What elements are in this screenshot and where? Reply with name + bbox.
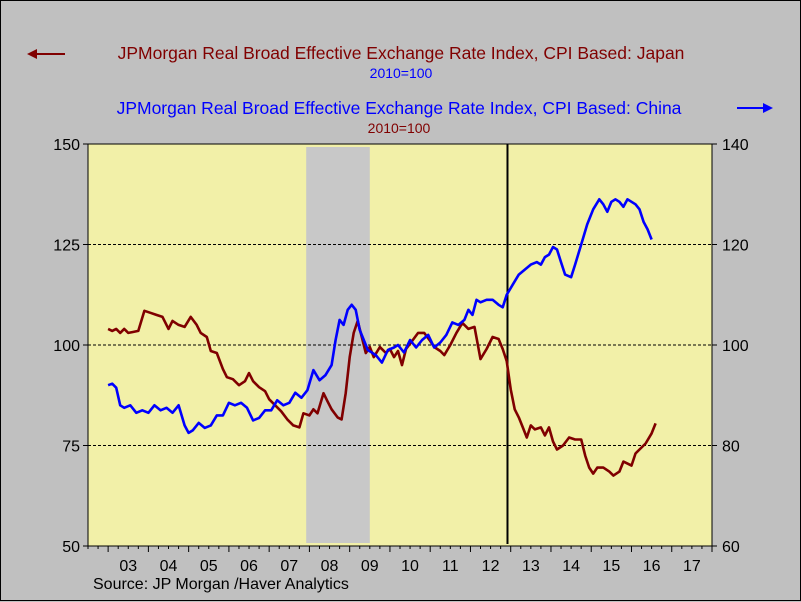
left-axis-tick-label: 150 [53,137,80,154]
x-axis-tick-label: 14 [562,558,580,575]
right-axis-tick-label: 120 [722,238,749,255]
axes: 50 75 100 125 150 60 80 100 120 140 03 04 05 06 07 08 09… [53,137,749,575]
x-axis-tick-label: 06 [240,558,258,575]
left-axis-tick-label: 50 [62,539,80,556]
china-legend-sublabel: 2010=100 [368,120,431,136]
x-axis-tick-label: 13 [522,558,540,575]
china-series-line [107,198,653,435]
japan-legend-sublabel: 2010=100 [370,65,433,81]
x-axis-tick-label: 03 [119,558,137,575]
x-axis-tick-label: 09 [361,558,379,575]
x-axis-tick-label: 12 [482,558,500,575]
legend: JPMorgan Real Broad Effective Exchange R… [27,43,773,136]
x-axis-tick-label: 17 [683,558,701,575]
right-axis-tick-label: 140 [722,137,749,154]
right-axis-tick-label: 100 [722,338,749,355]
japan-legend-arrow-icon [27,49,37,59]
x-axis-tick-label: 08 [321,558,339,575]
x-axis-tick-label: 04 [160,558,178,575]
left-axis-tick-label: 125 [53,238,80,255]
x-axis-tick-label: 11 [442,558,459,575]
japan-legend-label: JPMorgan Real Broad Effective Exchange R… [118,43,685,63]
china-legend-label: JPMorgan Real Broad Effective Exchange R… [117,98,682,118]
left-axis-tick-label: 75 [62,439,80,456]
right-axis-tick-label: 80 [722,439,740,456]
china-legend-arrow-icon [763,103,773,113]
left-axis-tick-label: 100 [53,338,80,355]
right-axis-tick-label: 60 [722,539,740,556]
x-axis-tick-label: 07 [280,558,298,575]
x-axis-tick-label: 16 [643,558,661,575]
x-axis-tick-label: 10 [401,558,419,575]
plot-area [88,144,712,546]
x-axis-tick-label: 15 [602,558,620,575]
x-axis-tick-label: 05 [200,558,218,575]
source-note: Source: JP Morgan /Haver Analytics [93,576,349,593]
